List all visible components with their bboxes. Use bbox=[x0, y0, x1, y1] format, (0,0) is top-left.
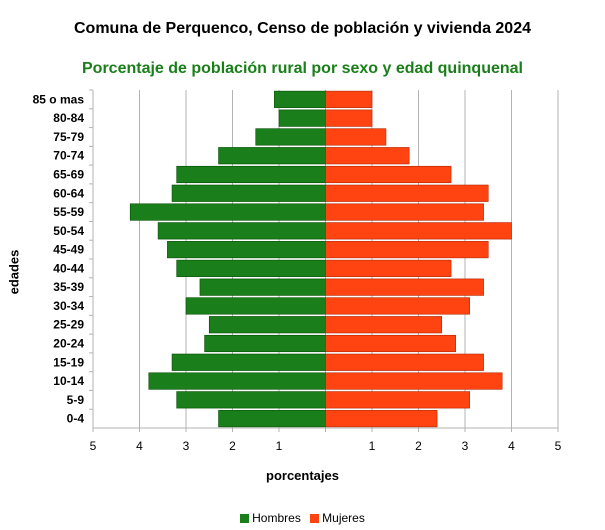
bar-hombres bbox=[185, 297, 326, 315]
x-tick-label: 2 bbox=[229, 439, 236, 453]
bar-hombres bbox=[157, 222, 326, 240]
y-tick-label: 45-49 bbox=[53, 243, 84, 257]
bar-mujeres bbox=[325, 241, 489, 259]
y-tick-label: 25-29 bbox=[53, 318, 84, 332]
bar-hombres bbox=[255, 128, 326, 146]
bar-hombres bbox=[204, 334, 326, 353]
legend-swatch-hombres bbox=[240, 513, 250, 523]
bar-hombres bbox=[218, 147, 326, 165]
bar-mujeres bbox=[325, 259, 452, 277]
x-tick-label: 3 bbox=[462, 439, 469, 453]
legend-item-mujeres: Mujeres bbox=[310, 511, 365, 525]
y-tick-label: 65-69 bbox=[53, 168, 84, 182]
bar-mujeres bbox=[325, 278, 484, 296]
bar-hombres bbox=[171, 184, 326, 202]
y-tick-label: 75-79 bbox=[53, 130, 84, 144]
x-tick-label: 5 bbox=[90, 439, 97, 453]
x-tick-label: 5 bbox=[555, 439, 562, 453]
bar-mujeres bbox=[325, 353, 484, 371]
y-tick-label: 30-34 bbox=[53, 299, 84, 313]
x-tick-label: 1 bbox=[369, 439, 376, 453]
chart-title: Comuna de Perquenco, Censo de población … bbox=[73, 20, 531, 37]
bar-mujeres bbox=[325, 109, 373, 127]
y-tick-label: 15-19 bbox=[53, 355, 84, 369]
x-tick-label: 4 bbox=[136, 439, 143, 453]
bar-mujeres bbox=[325, 372, 503, 390]
bar-hombres bbox=[176, 391, 326, 409]
bar-hombres bbox=[218, 410, 326, 428]
bar-mujeres bbox=[325, 203, 484, 221]
bar-hombres bbox=[274, 90, 326, 108]
bar-mujeres bbox=[325, 128, 387, 146]
y-tick-label: 60-64 bbox=[53, 186, 84, 200]
y-tick-label: 55-59 bbox=[53, 205, 84, 219]
bar-hombres bbox=[129, 203, 326, 221]
y-tick-label: 70-74 bbox=[53, 149, 84, 163]
x-axis-label: porcentajes bbox=[266, 468, 339, 483]
legend-swatch-mujeres bbox=[310, 513, 320, 523]
bar-hombres bbox=[278, 109, 326, 127]
bar-hombres bbox=[199, 278, 326, 296]
legend: Hombres Mujeres bbox=[0, 511, 605, 526]
chart-subtitle: Porcentaje de población rural por sexo y… bbox=[82, 60, 523, 77]
y-tick-label: 80-84 bbox=[53, 111, 84, 125]
bar-mujeres bbox=[325, 222, 512, 240]
y-tick-label: 20-24 bbox=[53, 337, 84, 351]
bar-hombres bbox=[176, 259, 326, 277]
legend-label-hombres: Hombres bbox=[252, 511, 301, 525]
y-tick-label: 5-9 bbox=[67, 393, 85, 407]
y-tick-label: 50-54 bbox=[53, 224, 84, 238]
bar-mujeres bbox=[325, 410, 438, 428]
x-tick-label: 2 bbox=[415, 439, 422, 453]
bar-hombres bbox=[148, 372, 326, 390]
y-axis-label: edades bbox=[6, 249, 22, 295]
y-tick-label: 85 o mas bbox=[33, 92, 85, 106]
bar-mujeres bbox=[325, 316, 443, 334]
bar-hombres bbox=[171, 353, 326, 371]
bar-hombres bbox=[167, 241, 326, 259]
bar-mujeres bbox=[325, 165, 452, 184]
y-tick-label: 40-44 bbox=[53, 261, 84, 275]
bar-mujeres bbox=[325, 391, 470, 409]
y-tick-label: 10-14 bbox=[53, 374, 84, 388]
y-tick-label: 0-4 bbox=[67, 412, 85, 426]
x-tick-label: 4 bbox=[508, 439, 515, 453]
bar-mujeres bbox=[325, 334, 456, 353]
bar-mujeres bbox=[325, 184, 489, 202]
legend-label-mujeres: Mujeres bbox=[322, 511, 365, 525]
y-tick-label: 35-39 bbox=[53, 280, 84, 294]
bar-hombres bbox=[176, 165, 326, 184]
x-tick-label: 1 bbox=[276, 439, 283, 453]
bar-mujeres bbox=[325, 147, 410, 165]
bar-hombres bbox=[208, 316, 326, 334]
bar-mujeres bbox=[325, 297, 470, 315]
bar-mujeres bbox=[325, 90, 373, 108]
legend-item-hombres: Hombres bbox=[240, 511, 301, 525]
x-tick-label: 3 bbox=[183, 439, 190, 453]
